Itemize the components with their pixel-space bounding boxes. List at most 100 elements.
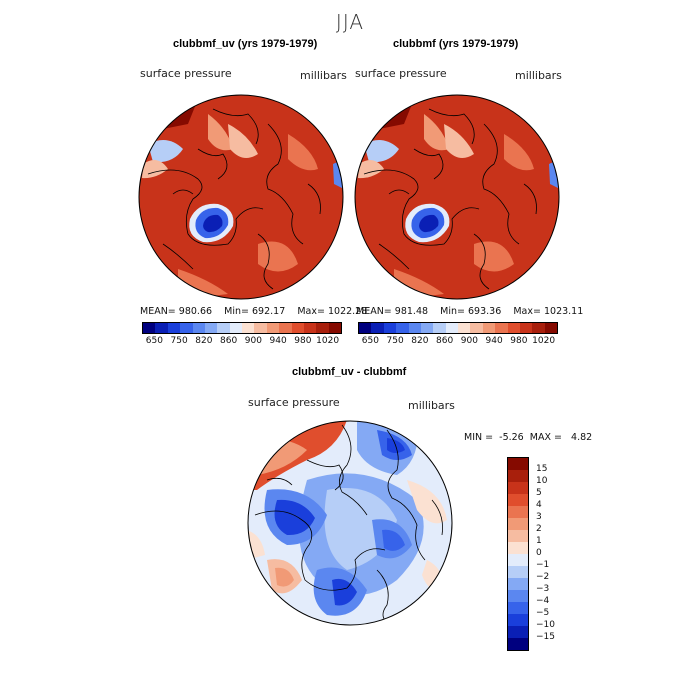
diff-max-value: 4.82: [571, 432, 593, 443]
diff-minmax: MIN = -5.26 MAX = 4.82: [464, 432, 592, 443]
colorbar-tick-label: 900: [460, 336, 478, 346]
colorbar-swatch: [544, 323, 557, 333]
colorbar-tick-label: 2: [536, 524, 542, 534]
colorbar-tick-label: −4: [536, 596, 550, 606]
panel1-mean-value: 980.66: [178, 306, 213, 317]
colorbar-swatch: [508, 614, 528, 626]
panel1-variable: surface pressure: [140, 67, 232, 80]
colorbar-swatch: [167, 323, 181, 333]
panel1-mean-label: MEAN=: [140, 306, 176, 317]
panel2-mean-value: 981.48: [394, 306, 429, 317]
colorbar-swatch: [508, 554, 528, 566]
panel2-min-label: Min=: [440, 306, 465, 317]
colorbar-tick-label: 820: [195, 336, 213, 346]
panel1-max-value: 1022.28: [327, 306, 368, 317]
colorbar-swatch: [508, 530, 528, 542]
panel2-stats: MEAN= 981.48 Min= 693.36 Max= 1023.11: [356, 306, 583, 317]
colorbar-swatch: [470, 323, 483, 333]
colorbar-tick-label: −15: [536, 632, 555, 642]
diff-max-label: MAX =: [529, 432, 562, 443]
colorbar-tick-label: −3: [536, 584, 550, 594]
colorbar-tick-label: −1: [536, 560, 550, 570]
colorbar-swatch: [204, 323, 218, 333]
diff-min-value: -5.26: [499, 432, 524, 443]
page-title: JJA: [335, 10, 365, 34]
panel1-polar-map: [138, 94, 344, 300]
panel1-title: clubbmf_uv (yrs 1979-1979): [173, 38, 318, 50]
panel2-mean-label: MEAN=: [356, 306, 392, 317]
colorbar-swatch: [155, 323, 168, 333]
colorbar-tick-label: 750: [386, 336, 404, 346]
colorbar-swatch: [396, 323, 409, 333]
colorbar-tick-label: 15: [536, 464, 548, 474]
panel2-units: millibars: [515, 69, 562, 82]
colorbar-tick-label: −10: [536, 620, 555, 630]
colorbar-tick-label: 1: [536, 536, 542, 546]
colorbar-swatch: [507, 323, 520, 333]
colorbar-swatch: [508, 638, 528, 650]
colorbar-swatch: [291, 323, 304, 333]
colorbar-swatch: [508, 494, 528, 506]
panel2-max-label: Max=: [513, 306, 541, 317]
colorbar-swatch: [508, 626, 528, 638]
colorbar-tick-label: 0: [536, 548, 542, 558]
colorbar-tick-label: 900: [244, 336, 262, 346]
colorbar-tick-label: 3: [536, 512, 542, 522]
colorbar-tick-label: −5: [536, 608, 550, 618]
colorbar-tick-label: −2: [536, 572, 550, 582]
colorbar-swatch: [508, 506, 528, 518]
colorbar-swatch: [532, 323, 545, 333]
colorbar-tick-label: 820: [411, 336, 429, 346]
colorbar-tick-label: 860: [220, 336, 238, 346]
diff-units: millibars: [408, 399, 455, 412]
colorbar-swatch: [359, 323, 372, 333]
colorbar-tick-label: 1020: [532, 336, 556, 346]
panel1-max-label: Max=: [297, 306, 325, 317]
colorbar-swatch: [508, 518, 528, 530]
colorbar-swatch: [508, 566, 528, 578]
colorbar-swatch: [266, 323, 280, 333]
colorbar-swatch: [303, 323, 317, 333]
diff-colorbar: [507, 457, 529, 651]
panel2-title: clubbmf (yrs 1979-1979): [393, 38, 519, 50]
colorbar-swatch: [279, 323, 292, 333]
panel1-min-value: 692.17: [252, 306, 286, 317]
colorbar-swatch: [408, 323, 421, 333]
colorbar-tick-label: 860: [436, 336, 454, 346]
colorbar-swatch: [508, 578, 528, 590]
colorbar-swatch: [508, 590, 528, 602]
colorbar-swatch: [458, 323, 471, 333]
colorbar-tick-label: 980: [294, 336, 312, 346]
colorbar-swatch: [383, 323, 397, 333]
colorbar-swatch: [508, 542, 528, 554]
colorbar-swatch: [180, 323, 193, 333]
colorbar-tick-label: 10: [536, 476, 548, 486]
colorbar-swatch: [242, 323, 255, 333]
diff-polar-map: [247, 420, 453, 626]
colorbar-swatch: [508, 458, 528, 470]
diff-min-label: MIN =: [464, 432, 494, 443]
panel1-stats: MEAN= 980.66 Min= 692.17 Max= 1022.28: [140, 306, 367, 317]
colorbar-swatch: [433, 323, 446, 333]
diff-colorbar-ticks: 15 10 5 4 3 2 1 0 −1 −2 −3 −4 −5 −10 −15: [536, 457, 566, 651]
colorbar-swatch: [519, 323, 533, 333]
panel2-variable: surface pressure: [355, 67, 447, 80]
colorbar-tick-label: 5: [536, 488, 542, 498]
colorbar-tick-label: 4: [536, 500, 542, 510]
colorbar-swatch: [420, 323, 434, 333]
panel1-units: millibars: [300, 69, 347, 82]
colorbar-swatch: [495, 323, 508, 333]
colorbar-swatch: [229, 323, 242, 333]
colorbar-swatch: [217, 323, 230, 333]
colorbar-swatch: [508, 482, 528, 494]
colorbar-swatch: [143, 323, 156, 333]
diff-variable: surface pressure: [248, 396, 340, 409]
panel1-colorbar: [142, 322, 342, 334]
panel1-colorbar-ticks: 650 750 820 860 900 940 980 1020: [142, 336, 340, 348]
colorbar-swatch: [445, 323, 458, 333]
diff-title: clubbmf_uv - clubbmf: [292, 366, 407, 378]
colorbar-tick-label: 940: [269, 336, 287, 346]
colorbar-swatch: [328, 323, 341, 333]
colorbar-swatch: [316, 323, 329, 333]
colorbar-tick-label: 750: [170, 336, 188, 346]
